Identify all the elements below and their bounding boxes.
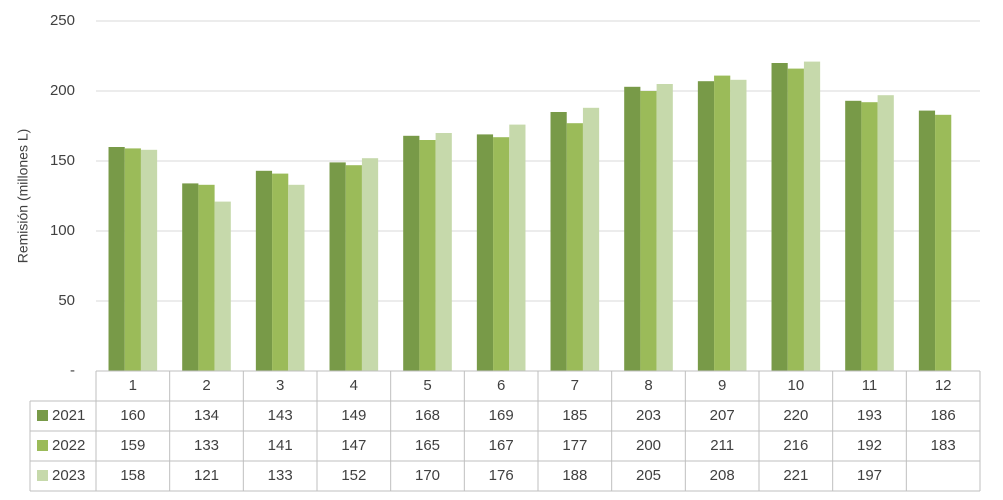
bar [476,134,494,371]
bar [730,79,747,372]
table-value: 158 [120,467,145,484]
x-tick-label: 12 [935,377,952,394]
bar [288,184,305,371]
table-value: 143 [268,407,293,424]
table-value: 169 [489,407,514,424]
table-value: 133 [194,437,219,454]
x-tick-label: 9 [718,377,726,394]
x-tick-label: 10 [787,377,804,394]
table-value: 208 [710,467,735,484]
bar [582,107,600,372]
table-value: 177 [562,437,587,454]
table-value: 159 [120,437,145,454]
table-value: 167 [489,437,514,454]
table-value: 203 [636,407,661,424]
table-value: 168 [415,407,440,424]
bar [329,162,346,371]
bar [771,63,788,371]
bar [845,100,862,372]
table-value: 149 [341,407,366,424]
x-tick-label: 5 [423,377,431,394]
bar [198,184,215,371]
bar [918,110,936,371]
bar [714,75,731,371]
bar [255,170,273,371]
table-value: 183 [931,437,956,454]
bar [108,147,125,371]
x-tick-label: 3 [276,377,284,394]
bar [640,91,657,371]
bar [624,86,641,372]
bar [509,124,526,371]
table-value: 188 [562,467,587,484]
bar [566,123,583,371]
table-value: 186 [931,407,956,424]
legend-key [37,440,48,451]
legend-label: 2021 [52,407,85,424]
bar [697,81,715,371]
bar [124,148,141,371]
table-value: 134 [194,407,219,424]
table-value: 220 [783,407,808,424]
bar [935,114,952,372]
bar [403,135,420,371]
y-tick-label: 250 [50,12,75,29]
table-value: 152 [341,467,366,484]
table-value: 216 [783,437,808,454]
x-tick-label: 11 [862,377,878,394]
table-value: 207 [710,407,735,424]
x-tick-label: 7 [571,377,579,394]
table-value: 133 [268,467,293,484]
table-value: 147 [341,437,366,454]
y-tick-label: 200 [50,82,75,99]
table-value: 192 [857,437,882,454]
bar [419,140,436,371]
x-tick-label: 8 [644,377,652,394]
x-tick-label: 1 [129,377,137,394]
bar [182,183,199,371]
bar [787,68,804,371]
y-tick-label: 100 [50,222,75,239]
table-value: 200 [636,437,661,454]
bar [345,165,362,371]
y-tick-label: 50 [58,292,75,309]
bar [361,158,379,371]
table-value: 141 [268,437,293,454]
bar [435,133,452,371]
y-tick-label: 150 [50,152,75,169]
table-value: 160 [120,407,145,424]
table-value: 205 [636,467,661,484]
x-tick-label: 2 [202,377,210,394]
table-value: 121 [194,467,219,484]
bar [877,95,894,371]
table-value: 165 [415,437,440,454]
x-tick-label: 6 [497,377,505,394]
y-tick-label: - [70,362,75,379]
bar [656,84,673,371]
bar [214,201,231,371]
table-value: 176 [489,467,514,484]
legend-label: 2022 [52,437,85,454]
legend-key [37,470,48,481]
legend-label: 2023 [52,467,85,484]
table-value: 170 [415,467,440,484]
y-axis-label: Remisión (millones L) [15,129,31,264]
bar [140,149,158,371]
table-value: 221 [783,467,808,484]
table-value: 185 [562,407,587,424]
bar [493,137,510,371]
x-tick-label: 4 [350,377,358,394]
bar [803,61,821,371]
legend-key [37,410,48,421]
table-value: 197 [857,467,882,484]
bar [861,102,878,371]
bar [550,112,567,371]
table-value: 193 [857,407,882,424]
table-value: 211 [710,437,734,454]
bar [272,173,289,371]
